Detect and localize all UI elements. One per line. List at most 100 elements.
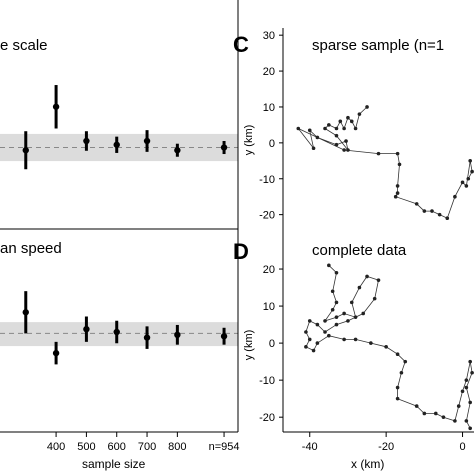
track-point (399, 370, 404, 375)
track-point (441, 415, 446, 419)
track-point (315, 135, 320, 140)
track-point (334, 133, 339, 138)
track-point (414, 404, 419, 408)
track-point (468, 426, 472, 431)
track-point (334, 322, 339, 327)
track-line (297, 106, 473, 219)
data-point (220, 333, 228, 340)
panel-b-points (22, 291, 228, 365)
track-point (353, 337, 358, 342)
track-point (353, 315, 358, 319)
panel-b-xlabel: sample size (82, 457, 146, 471)
track-point (403, 359, 408, 364)
panel-d-y-ticks: 20 10 0 -10 -20 (259, 264, 283, 424)
y-tick-label: 20 (263, 264, 275, 276)
track-point (464, 385, 469, 390)
track-point (304, 345, 308, 349)
track-point (376, 278, 381, 282)
track-point (468, 159, 472, 163)
track-point (468, 359, 472, 364)
panel-b-x-ticks: 400 500 600 700 800 n=954 (47, 432, 240, 453)
panel-a: e scale (0, 0, 239, 230)
track-point (384, 345, 388, 349)
y-tick-label: 10 (263, 102, 275, 114)
track-point (349, 119, 354, 124)
track-point (330, 289, 335, 294)
track-point (395, 352, 400, 357)
track-point (376, 151, 381, 156)
panel-a-points (22, 85, 228, 170)
track-point (338, 119, 343, 124)
data-point (143, 137, 151, 145)
panel-d-track (304, 263, 474, 431)
track-point (470, 370, 474, 375)
y-tick-label: -10 (259, 375, 275, 387)
track-point (422, 411, 427, 416)
x-tick-label: 0 (459, 441, 465, 453)
track-point (397, 162, 402, 167)
y-tick-label: 0 (269, 138, 275, 150)
panel-d-xlabel: x (km) (351, 457, 384, 471)
track-line (305, 265, 473, 429)
panel-c-title: sparse sample (n=1 (312, 37, 444, 54)
track-point (430, 209, 434, 213)
data-point (83, 137, 90, 145)
panel-c-ylabel: y (km) (243, 125, 255, 156)
track-point (342, 337, 346, 342)
track-point (437, 212, 442, 217)
track-point (327, 263, 331, 268)
track-point (414, 202, 419, 206)
track-point (330, 307, 335, 312)
track-point (327, 123, 331, 127)
track-point (365, 105, 369, 109)
panel-b-title: an speed (0, 240, 62, 257)
data-point (113, 141, 120, 148)
track-point (395, 191, 400, 195)
x-tick-label: 500 (77, 441, 95, 453)
track-point (453, 194, 457, 199)
track-point (460, 180, 465, 185)
data-point (113, 328, 120, 336)
data-point (22, 309, 29, 316)
data-point (52, 349, 60, 357)
panel-d-title: complete data (312, 242, 407, 259)
track-point (395, 396, 400, 401)
panel-b: an speed 400 500 600 700 800 n=954 sample siz… (0, 229, 240, 471)
track-point (311, 348, 316, 353)
track-point (468, 400, 472, 405)
track-point (311, 146, 316, 151)
data-point (52, 103, 60, 110)
track-point (456, 404, 461, 408)
panel-d-ylabel: y (km) (243, 330, 255, 361)
track-point (334, 142, 339, 147)
track-point (453, 419, 457, 423)
track-point (470, 169, 474, 174)
track-point (361, 311, 366, 316)
track-point (395, 151, 400, 156)
track-point (395, 184, 400, 188)
x-tick-label: 800 (168, 441, 186, 453)
track-point (357, 112, 362, 116)
track-point (327, 333, 331, 338)
y-tick-label: -20 (259, 210, 275, 222)
track-point (307, 319, 312, 323)
data-point (220, 144, 228, 151)
track-point (464, 419, 469, 423)
track-point (464, 378, 469, 382)
y-tick-label: -20 (259, 412, 275, 424)
track-point (315, 322, 320, 327)
track-point (342, 311, 346, 316)
panel-c-track (296, 105, 474, 221)
data-point (143, 334, 151, 341)
panel-d-x-ticks: -40 -20 0 (302, 432, 466, 453)
track-point (464, 184, 469, 188)
panel-d: D complete data 20 10 0 -10 -20 -40 -20 0 y (k… (233, 229, 474, 471)
track-point (323, 330, 327, 334)
data-point (83, 325, 90, 333)
y-tick-label: 20 (263, 66, 275, 78)
x-tick-label: -40 (302, 441, 318, 453)
track-point (342, 126, 346, 131)
y-tick-label: -10 (259, 174, 275, 186)
track-point (372, 296, 377, 301)
